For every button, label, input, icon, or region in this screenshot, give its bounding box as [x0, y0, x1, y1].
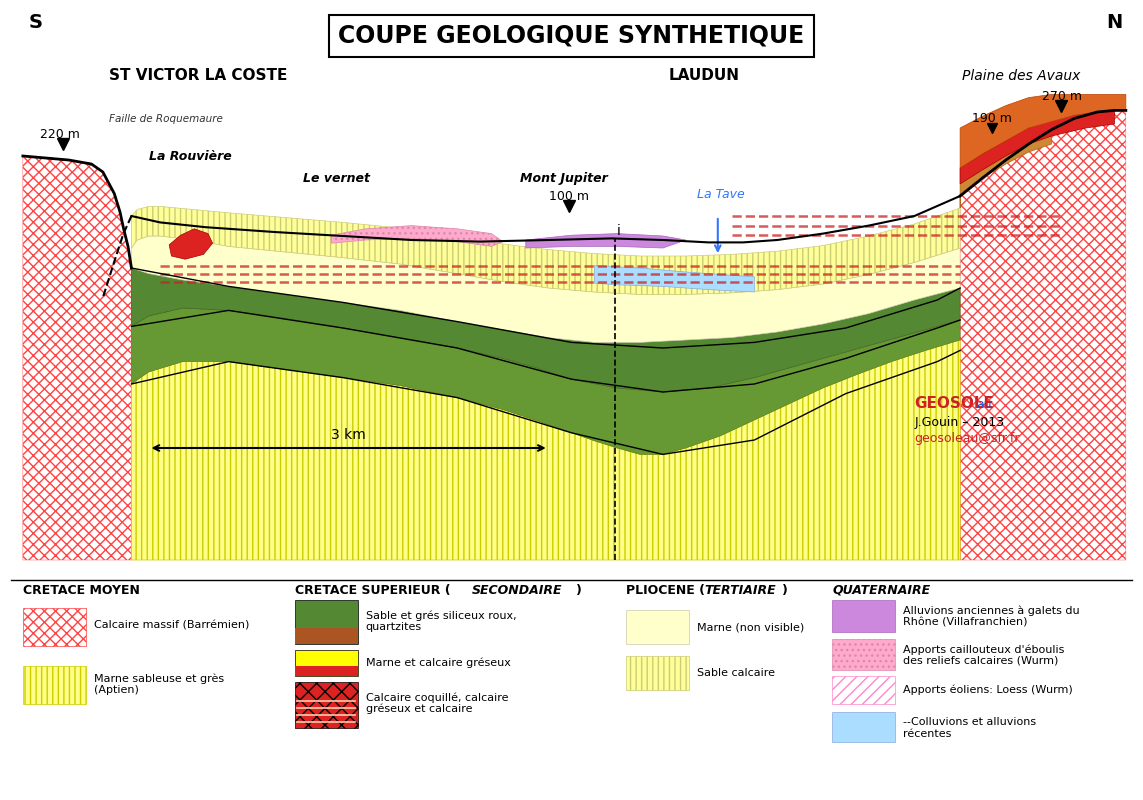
Polygon shape — [526, 234, 686, 248]
Polygon shape — [594, 266, 754, 292]
Text: Plaine des Avaux: Plaine des Avaux — [962, 69, 1081, 83]
Text: récentes: récentes — [903, 729, 951, 738]
Text: S: S — [29, 13, 42, 32]
Bar — [23, 666, 86, 704]
Text: Marne (non visible): Marne (non visible) — [697, 622, 805, 632]
Text: 190 m: 190 m — [972, 112, 1012, 126]
Bar — [626, 610, 689, 644]
Text: La Tave: La Tave — [697, 188, 745, 202]
Text: N: N — [1106, 13, 1122, 32]
Text: quartzites: quartzites — [366, 622, 422, 632]
Text: geosoleau@sfr.fr: geosoleau@sfr.fr — [914, 431, 1020, 445]
Text: TERTIAIRE: TERTIAIRE — [704, 584, 776, 597]
Polygon shape — [131, 236, 960, 342]
Text: gréseux et calcaire: gréseux et calcaire — [366, 703, 472, 714]
Polygon shape — [331, 226, 503, 246]
Text: --Colluvions et alluvions: --Colluvions et alluvions — [903, 718, 1036, 727]
Polygon shape — [131, 308, 960, 454]
Bar — [832, 639, 895, 670]
Text: COUPE GEOLOGIQUE SYNTHETIQUE: COUPE GEOLOGIQUE SYNTHETIQUE — [338, 24, 805, 48]
Text: Sable et grés siliceux roux,: Sable et grés siliceux roux, — [366, 610, 517, 622]
Bar — [295, 666, 358, 676]
Text: Alluvions anciennes à galets du: Alluvions anciennes à galets du — [903, 606, 1080, 617]
Text: PLIOCENE (: PLIOCENE ( — [626, 584, 705, 597]
Bar — [832, 712, 895, 742]
Text: ): ) — [576, 584, 582, 597]
Text: SECONDAIRE: SECONDAIRE — [472, 584, 562, 597]
Polygon shape — [131, 268, 960, 392]
Text: Apports caillouteux d'éboulis: Apports caillouteux d'éboulis — [903, 644, 1064, 655]
Polygon shape — [131, 268, 960, 560]
Text: i: i — [617, 224, 621, 238]
Text: Faille de Roquemaure: Faille de Roquemaure — [109, 114, 223, 123]
Text: Sable calcaire: Sable calcaire — [697, 668, 775, 678]
Text: Marne sableuse et grès: Marne sableuse et grès — [94, 673, 224, 684]
Polygon shape — [131, 268, 960, 560]
Polygon shape — [960, 122, 1052, 208]
Text: Calcaire coquillé, calcaire: Calcaire coquillé, calcaire — [366, 692, 509, 703]
Text: Mont Jupiter: Mont Jupiter — [520, 172, 608, 186]
Bar — [23, 608, 86, 646]
Polygon shape — [169, 229, 213, 259]
Polygon shape — [960, 108, 1114, 184]
Polygon shape — [960, 94, 1126, 168]
Text: ): ) — [782, 584, 788, 597]
Bar — [832, 600, 895, 632]
Bar — [832, 676, 895, 704]
Bar — [295, 650, 358, 676]
Polygon shape — [960, 110, 1126, 560]
Text: 3 km: 3 km — [331, 427, 366, 442]
Text: des reliefs calcaires (Wurm): des reliefs calcaires (Wurm) — [903, 656, 1058, 666]
Text: CRETACE MOYEN: CRETACE MOYEN — [23, 584, 139, 597]
Bar — [295, 600, 358, 644]
Text: 270 m: 270 m — [1042, 90, 1082, 103]
Text: Marne et calcaire gréseux: Marne et calcaire gréseux — [366, 657, 511, 668]
Text: J.Gouin – 2013: J.Gouin – 2013 — [914, 416, 1005, 429]
Text: Calcaire massif (Barrémien): Calcaire massif (Barrémien) — [94, 621, 249, 630]
Text: CRETACE SUPERIEUR (: CRETACE SUPERIEUR ( — [295, 584, 450, 597]
Polygon shape — [131, 206, 960, 294]
Text: 220 m: 220 m — [40, 127, 80, 141]
Text: 100 m: 100 m — [549, 190, 589, 203]
Bar — [295, 682, 358, 728]
Text: Rhône (Villafranchien): Rhône (Villafranchien) — [903, 618, 1028, 627]
Text: au: au — [976, 398, 992, 411]
Bar — [626, 656, 689, 690]
Text: (Aptien): (Aptien) — [94, 685, 138, 694]
Text: QUATERNAIRE: QUATERNAIRE — [832, 584, 930, 597]
Text: ST VICTOR LA COSTE: ST VICTOR LA COSTE — [109, 68, 287, 83]
Text: LAUDUN: LAUDUN — [669, 68, 740, 83]
Text: Le vernet: Le vernet — [303, 172, 370, 186]
Text: GEOSOLE: GEOSOLE — [914, 396, 994, 411]
Text: La Rouvière: La Rouvière — [149, 150, 231, 163]
Text: Apports éoliens: Loess (Wurm): Apports éoliens: Loess (Wurm) — [903, 684, 1073, 695]
Polygon shape — [23, 156, 131, 560]
Bar — [295, 628, 358, 644]
